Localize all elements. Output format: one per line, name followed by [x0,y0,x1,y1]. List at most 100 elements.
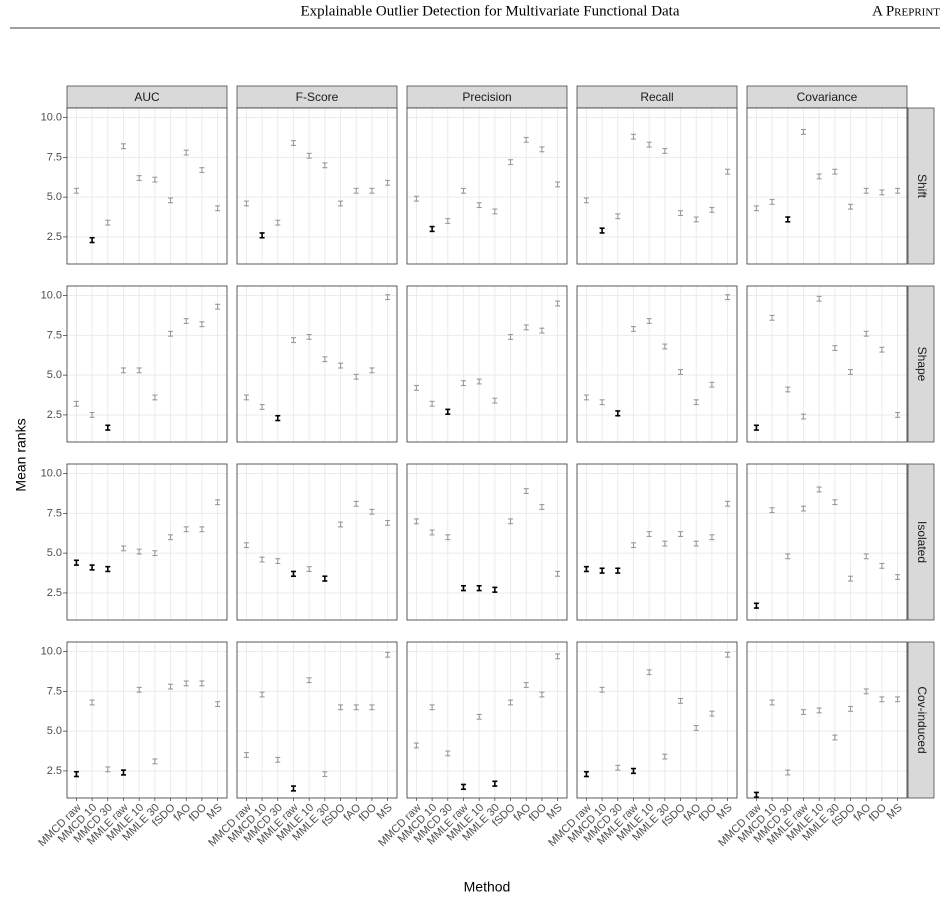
error-bar [338,704,344,711]
error-bar [215,205,221,212]
column-strip-label: F-Score [296,90,339,104]
y-tick-label: 2.5 [47,231,62,243]
panel-border [406,641,568,799]
panel-background [577,464,737,620]
error-bar [322,771,328,778]
header-title: Explainable Outlier Detection for Multiv… [300,3,679,19]
x-axis-label: Method [464,879,511,895]
error-bar [662,343,668,350]
error-bar [476,713,482,720]
error-bar [753,205,759,212]
panel-background [67,108,227,264]
error-bar [492,586,498,593]
error-bar [599,567,605,574]
error-bar [385,519,391,526]
error-bar [369,508,375,515]
error-bar [678,210,684,216]
y-tick-label: 7.5 [47,329,62,341]
error-bar [555,181,561,188]
error-bar [583,197,589,204]
error-bar [583,770,589,778]
error-bar [73,400,79,407]
error-bar [555,653,561,660]
panel-border [66,107,228,265]
panel-background [747,464,907,620]
error-bar [168,534,174,541]
row-strip [907,107,935,265]
error-bar [73,187,79,194]
error-bar [646,141,652,148]
error-bar [353,373,359,380]
panel-background [577,108,737,264]
error-bar [243,542,249,549]
error-bar [152,176,158,183]
error-bar [583,394,589,401]
error-bar [848,705,854,712]
panel-background [67,464,227,620]
error-bar [848,203,854,210]
error-bar [152,758,158,765]
error-bar [183,680,189,687]
error-bar [508,159,514,166]
error-bar [725,168,731,175]
error-bar [199,167,205,174]
error-bar [583,565,589,573]
error-bar [863,330,869,337]
x-tick-label: MS [205,802,225,822]
error-bar [243,394,249,401]
y-tick-label: 7.5 [47,507,62,519]
error-bar [615,213,621,220]
error-bar [832,499,838,506]
error-bar [413,195,419,202]
error-bar [105,424,111,431]
error-bar [275,756,281,763]
error-bar [275,219,281,226]
error-bar [615,410,621,417]
error-bar [630,133,636,140]
x-tick-label: MS [545,802,565,822]
error-bar [429,400,435,407]
error-bar [445,750,451,757]
panel-background [67,286,227,442]
error-bar [709,710,715,717]
error-bar [492,208,498,215]
error-bar [259,404,265,410]
error-bar [322,575,328,582]
y-axis-label: Mean ranks [13,418,29,491]
error-bar [709,206,715,213]
column-strip-label: Covariance [797,90,858,104]
error-bar [120,143,126,150]
error-bar [259,691,265,698]
error-bar [385,294,391,301]
error-bar [136,548,142,555]
error-bar [476,584,482,592]
error-bar [662,753,668,760]
error-bar [523,488,529,494]
panel-background [577,642,737,798]
error-bar [243,752,249,758]
error-bar [725,294,731,301]
error-bar [678,369,684,375]
y-tick-label: 5.0 [47,191,62,203]
error-bar [105,766,111,773]
row-strip [907,641,935,799]
error-bar [879,562,885,569]
error-bar [120,545,126,552]
panel-background [237,286,397,442]
error-bar [599,399,605,406]
panel-border [406,107,568,265]
panel-border [236,463,398,621]
error-bar [73,559,79,566]
error-bar [523,682,529,688]
error-bar [895,412,901,418]
error-bar [460,380,466,387]
error-bar [539,327,545,334]
error-bar [476,202,482,209]
error-bar [863,187,869,194]
error-bar [445,218,451,224]
error-bar [385,179,391,186]
error-bar [800,128,806,135]
error-bar [895,574,901,580]
panel-background [747,108,907,264]
x-tick-label: MS [885,802,905,822]
